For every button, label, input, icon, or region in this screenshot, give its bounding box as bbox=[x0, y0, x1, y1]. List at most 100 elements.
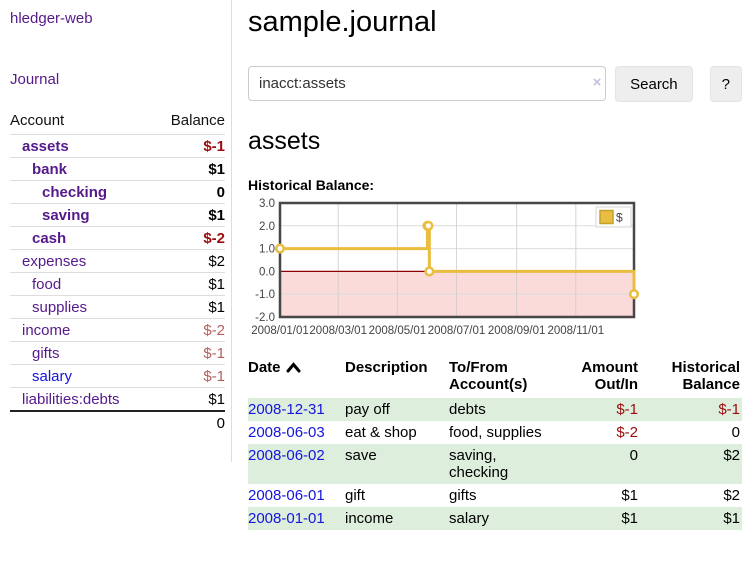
chart-legend: $ bbox=[595, 206, 632, 228]
transaction-accounts: food, supplies bbox=[449, 424, 542, 441]
y-axis-tick-label: -2.0 bbox=[255, 312, 275, 324]
account-heading: assets bbox=[248, 127, 321, 155]
y-axis-tick-label: 0.0 bbox=[259, 266, 275, 278]
transaction-row: 2008-06-03 eat & shop food, supplies $-2 0 bbox=[248, 421, 742, 444]
transaction-description: eat & shop bbox=[345, 424, 417, 441]
accounts-total-value: 0 bbox=[153, 410, 225, 434]
transaction-row: 2008-06-01 gift gifts $1 $2 bbox=[248, 484, 742, 507]
transaction-accounts: debts bbox=[449, 401, 486, 418]
transaction-amount: $1 bbox=[621, 487, 638, 504]
account-link-liabilities-debts[interactable]: liabilities:debts bbox=[22, 390, 120, 408]
search-input[interactable] bbox=[248, 66, 607, 101]
account-balance: $-1 bbox=[203, 344, 225, 362]
account-link-assets[interactable]: assets bbox=[22, 137, 69, 155]
account-balance: $-1 bbox=[203, 137, 225, 155]
account-row: food $1 bbox=[10, 272, 225, 296]
register-table: Date Description To/From Account(s) Amount … bbox=[248, 357, 742, 530]
transaction-date-link[interactable]: 2008-06-01 bbox=[248, 487, 325, 504]
account-row: liabilities:debts $1 bbox=[10, 387, 225, 412]
account-link-gifts[interactable]: gifts bbox=[32, 344, 60, 362]
account-row: salary $-1 bbox=[10, 364, 225, 388]
register-header-historical: Historical Balance bbox=[671, 359, 740, 393]
x-axis-tick-label: 2008/11/01 bbox=[547, 325, 604, 337]
register-header-amount: Amount Out/In bbox=[581, 359, 638, 393]
sort-ascending-icon bbox=[286, 362, 301, 373]
x-axis-tick-label: 2008/01/01 bbox=[251, 325, 309, 337]
account-row: checking 0 bbox=[10, 180, 225, 204]
account-row: gifts $-1 bbox=[10, 341, 225, 365]
sidebar: hledger-web Journal Account Balance asse… bbox=[0, 0, 232, 462]
search-bar: × Search ? bbox=[248, 66, 742, 102]
chart-title: Historical Balance: bbox=[248, 177, 375, 193]
transaction-amount: $1 bbox=[621, 510, 638, 527]
account-balance: $1 bbox=[208, 160, 225, 178]
transaction-amount: $-2 bbox=[616, 424, 638, 441]
account-link-food[interactable]: food bbox=[32, 275, 62, 293]
transaction-amount: $-1 bbox=[616, 401, 638, 418]
transaction-description: gift bbox=[345, 487, 366, 504]
register-header-tofrom: To/From Account(s) bbox=[449, 359, 528, 393]
account-balance: $-2 bbox=[203, 229, 225, 247]
historical-balance-chart: $3.0 2.0 1.0 0.0 -1.0 -2.0 2008/01/01 2008/03/0… bbox=[248, 198, 742, 342]
y-axis-tick-label: 3.0 bbox=[259, 198, 275, 210]
transaction-description: pay off bbox=[345, 401, 390, 418]
account-link-cash[interactable]: cash bbox=[32, 229, 67, 247]
help-button[interactable]: ? bbox=[709, 66, 742, 102]
accounts-table: Account Balance assets $-1 bank $1 checking 0… bbox=[10, 110, 225, 434]
x-axis-tick-label: 2008/09/01 bbox=[488, 325, 546, 337]
transaction-date-link[interactable]: 2008-06-03 bbox=[248, 424, 325, 441]
chart-legend-label: $ bbox=[616, 211, 623, 225]
transaction-date-link[interactable]: 2008-01-01 bbox=[248, 510, 325, 527]
account-row: bank $1 bbox=[10, 157, 225, 181]
account-link-saving[interactable]: saving bbox=[42, 206, 90, 224]
account-balance: $-1 bbox=[203, 367, 225, 385]
account-row: saving $1 bbox=[10, 203, 225, 227]
account-balance: $1 bbox=[208, 390, 225, 408]
account-balance: $1 bbox=[208, 275, 225, 293]
sidebar-item-journal[interactable]: Journal bbox=[10, 71, 60, 88]
y-axis-tick-label: 2.0 bbox=[259, 221, 275, 233]
transaction-accounts: gifts bbox=[449, 487, 477, 504]
transaction-accounts: salary bbox=[449, 510, 490, 527]
transaction-description: income bbox=[345, 510, 394, 527]
account-row: assets $-1 bbox=[10, 134, 225, 158]
account-balance: $1 bbox=[208, 298, 225, 316]
account-row: expenses $2 bbox=[10, 249, 225, 273]
transaction-balance: $1 bbox=[723, 510, 740, 527]
account-link-income[interactable]: income bbox=[22, 321, 71, 339]
accounts-total-row: 0 bbox=[10, 410, 225, 434]
transaction-balance: $2 bbox=[723, 487, 740, 504]
transaction-date-link[interactable]: 2008-06-02 bbox=[248, 447, 325, 464]
accounts-header-account: Account bbox=[10, 112, 65, 129]
transaction-amount: 0 bbox=[629, 447, 638, 464]
account-balance: $1 bbox=[208, 206, 225, 224]
y-axis-tick-label: 1.0 bbox=[259, 244, 275, 256]
transaction-balance: 0 bbox=[731, 424, 740, 441]
account-link-expenses[interactable]: expenses bbox=[22, 252, 87, 270]
register-header-description: Description bbox=[345, 359, 428, 376]
account-row: supplies $1 bbox=[10, 295, 225, 319]
account-link-supplies[interactable]: supplies bbox=[32, 298, 88, 316]
clear-search-icon[interactable]: × bbox=[592, 74, 602, 91]
transaction-description: save bbox=[345, 447, 377, 464]
account-link-checking[interactable]: checking bbox=[42, 183, 108, 201]
account-link-bank[interactable]: bank bbox=[32, 160, 68, 178]
transaction-balance: $2 bbox=[723, 447, 740, 464]
account-balance: 0 bbox=[216, 183, 225, 201]
x-axis-tick-label: 2008/03/01 bbox=[309, 325, 367, 337]
accounts-header-balance: Balance bbox=[170, 112, 225, 129]
account-balance: $2 bbox=[208, 252, 225, 270]
register-header-date[interactable]: Date bbox=[248, 357, 345, 398]
transaction-date-link[interactable]: 2008-12-31 bbox=[248, 401, 325, 418]
y-axis-tick-label: -1.0 bbox=[255, 289, 275, 301]
app-brand-link[interactable]: hledger-web bbox=[10, 10, 93, 27]
x-axis-tick-label: 2008/05/01 bbox=[369, 325, 427, 337]
account-balance: $-2 bbox=[203, 321, 225, 339]
transaction-row: 2008-12-31 pay off debts $-1 $-1 bbox=[248, 398, 742, 421]
page-title: sample.journal bbox=[248, 6, 437, 38]
transaction-balance: $-1 bbox=[718, 401, 740, 418]
account-link-salary[interactable]: salary bbox=[32, 367, 73, 385]
search-button[interactable]: Search bbox=[615, 66, 693, 102]
transaction-accounts: saving, checking bbox=[449, 447, 509, 481]
